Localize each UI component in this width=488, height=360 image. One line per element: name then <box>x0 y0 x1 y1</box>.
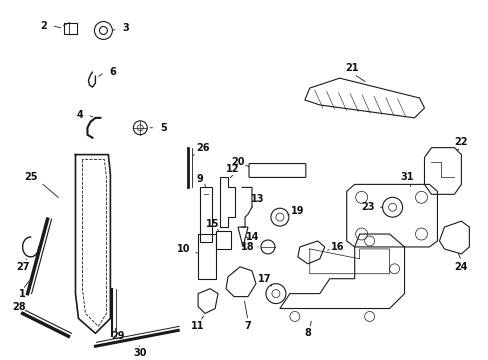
Text: 25: 25 <box>24 172 37 183</box>
Text: 17: 17 <box>258 274 271 284</box>
Text: 7: 7 <box>244 321 251 332</box>
Text: 6: 6 <box>109 67 116 77</box>
Text: 3: 3 <box>122 23 128 33</box>
Text: 31: 31 <box>400 172 413 183</box>
Text: 11: 11 <box>191 321 204 332</box>
Text: 24: 24 <box>454 262 467 272</box>
Text: 8: 8 <box>304 328 311 338</box>
Text: 22: 22 <box>454 137 467 147</box>
Text: 27: 27 <box>16 262 29 272</box>
Text: 15: 15 <box>206 219 220 229</box>
Text: 28: 28 <box>12 302 25 311</box>
Text: 5: 5 <box>160 123 166 133</box>
Text: 20: 20 <box>231 157 244 167</box>
Text: 18: 18 <box>241 242 254 252</box>
Text: 1: 1 <box>19 289 26 298</box>
Text: 10: 10 <box>177 244 190 254</box>
Text: 13: 13 <box>251 194 264 204</box>
Text: 21: 21 <box>344 63 358 73</box>
Text: 16: 16 <box>330 242 344 252</box>
Text: 2: 2 <box>40 21 47 31</box>
Text: 29: 29 <box>111 331 125 341</box>
Text: 23: 23 <box>360 202 374 212</box>
Text: 19: 19 <box>290 206 304 216</box>
Text: 30: 30 <box>133 348 147 358</box>
Text: 9: 9 <box>196 175 203 184</box>
Text: 14: 14 <box>246 232 259 242</box>
Text: 26: 26 <box>196 143 209 153</box>
Text: 12: 12 <box>226 165 239 175</box>
Text: 4: 4 <box>77 110 83 120</box>
